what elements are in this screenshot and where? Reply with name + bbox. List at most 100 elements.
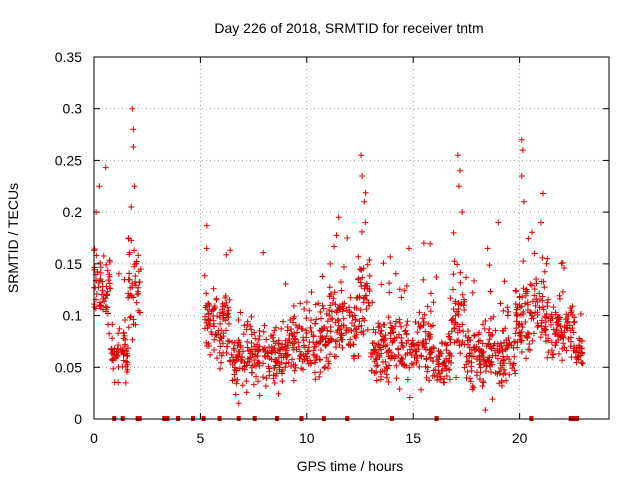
data-point: [91, 245, 98, 252]
data-point: [564, 322, 571, 329]
data-point: [211, 346, 218, 353]
data-point: [451, 258, 458, 265]
data-point: [461, 364, 468, 371]
data-point: [317, 338, 324, 345]
data-point: [357, 279, 364, 286]
data-point: [577, 352, 584, 359]
data-point: [260, 374, 267, 381]
data-point: [278, 325, 285, 332]
data-point: [134, 291, 141, 298]
data-point: [208, 308, 215, 315]
data-point: [230, 345, 237, 352]
data-point: [121, 332, 128, 339]
data-point: [247, 354, 254, 361]
data-point: [398, 294, 405, 301]
data-point: [122, 379, 129, 386]
data-point: [393, 362, 400, 369]
data-point: [270, 338, 277, 345]
data-point-peak: [102, 164, 109, 171]
data-point: [251, 357, 258, 364]
data-point: [427, 354, 434, 361]
data-point: [306, 339, 313, 346]
data-point: [518, 337, 525, 344]
data-point: [332, 344, 339, 351]
data-point: [555, 350, 562, 357]
data-point: [261, 322, 268, 329]
data-point: [457, 279, 464, 286]
data-point: [412, 348, 419, 355]
data-point: [105, 277, 112, 284]
data-point: [308, 316, 315, 323]
data-point: [135, 284, 142, 291]
data-point-peak: [358, 152, 365, 159]
data-point: [347, 336, 354, 343]
data-point: [124, 353, 131, 360]
data-point: [355, 276, 362, 283]
data-point: [337, 278, 344, 285]
data-point: [492, 327, 499, 334]
data-point: [514, 304, 521, 311]
data-point: [488, 369, 495, 376]
data-point: [463, 361, 470, 368]
data-point: [271, 379, 278, 386]
data-point: [470, 332, 477, 339]
data-point: [127, 284, 134, 291]
data-point: [538, 329, 545, 336]
x-tick-label: 15: [405, 430, 421, 446]
data-point: [340, 264, 347, 271]
data-point: [490, 313, 497, 320]
data-point: [539, 254, 546, 261]
data-point: [457, 350, 464, 357]
data-point-peak: [520, 198, 527, 205]
data-point-peak: [454, 152, 461, 159]
data-point: [466, 337, 473, 344]
data-point: [328, 336, 335, 343]
data-point: [217, 365, 224, 372]
data-point: [503, 345, 510, 352]
data-point: [322, 335, 329, 342]
data-point: [252, 351, 259, 358]
data-point: [448, 317, 455, 324]
data-point: [494, 345, 501, 352]
data-point: [97, 259, 104, 266]
data-point-peak: [518, 136, 525, 143]
data-point: [289, 344, 296, 351]
data-point: [531, 292, 538, 299]
data-point: [443, 342, 450, 349]
data-point-peak: [203, 245, 210, 252]
data-point: [301, 306, 308, 313]
data-point: [518, 348, 525, 355]
data-point: [230, 354, 237, 361]
data-point: [480, 348, 487, 355]
data-point: [304, 353, 311, 360]
data-point: [476, 376, 483, 383]
data-point: [423, 374, 430, 381]
data-point: [351, 304, 358, 311]
data-point: [244, 344, 251, 351]
plot-frame: [93, 56, 610, 420]
data-point: [125, 324, 132, 331]
data-point: [357, 307, 364, 314]
data-point: [554, 314, 561, 321]
data-point: [327, 302, 334, 309]
data-point: [290, 377, 297, 384]
data-point-peak: [128, 203, 135, 210]
data-point: [534, 298, 541, 305]
data-point: [482, 318, 489, 325]
data-point: [97, 303, 104, 310]
data-point: [366, 257, 373, 264]
data-point: [283, 347, 290, 354]
data-point: [519, 323, 526, 330]
data-point-peak: [459, 209, 466, 216]
data-point: [243, 378, 250, 385]
data-point: [406, 346, 413, 353]
data-point: [226, 338, 233, 345]
data-point: [365, 300, 372, 307]
data-point: [271, 327, 278, 334]
data-point: [272, 373, 279, 380]
data-point: [525, 235, 532, 242]
data-point: [398, 334, 405, 341]
data-point: [579, 349, 586, 356]
x-tick-label: 20: [512, 430, 528, 446]
data-point: [315, 339, 322, 346]
